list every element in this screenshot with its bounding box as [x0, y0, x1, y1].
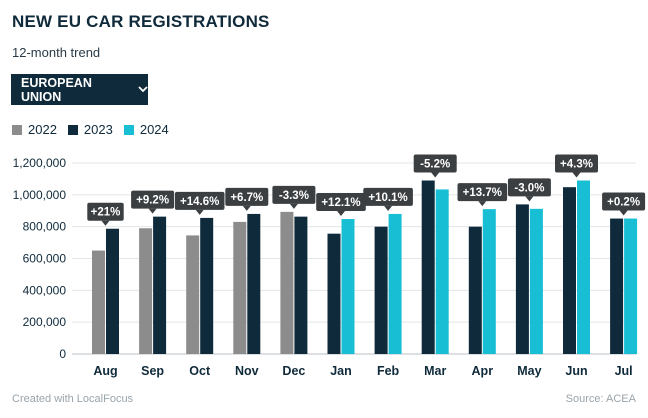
- change-label: +10.1%: [368, 192, 407, 204]
- x-tick-label: Oct: [189, 364, 211, 378]
- y-tick-label: 800,000: [23, 220, 67, 234]
- source-text: Source: ACEA: [565, 393, 636, 405]
- legend: 2022 2023 2024: [12, 122, 180, 137]
- change-label-pointer: [384, 205, 393, 211]
- legend-label-2023: 2023: [83, 122, 113, 137]
- x-tick-label: Apr: [472, 364, 494, 378]
- change-label: +4.3%: [560, 159, 593, 171]
- y-tick-label: 1,000,000: [13, 188, 67, 202]
- bar[interactable]: [435, 189, 449, 354]
- region-selector-label: EUROPEAN UNION: [21, 75, 92, 104]
- region-selector[interactable]: EUROPEAN UNION: [11, 74, 148, 105]
- change-label-pointer: [431, 172, 440, 178]
- x-tick-label: Sep: [141, 364, 164, 378]
- bar[interactable]: [233, 221, 247, 354]
- change-label-pointer: [337, 211, 345, 217]
- y-tick-label: 600,000: [23, 252, 67, 266]
- y-tick-label: 200,000: [23, 315, 67, 329]
- bar[interactable]: [153, 216, 167, 354]
- change-label: +12.1%: [321, 197, 360, 209]
- change-label-bg: [225, 187, 269, 206]
- x-tick-label: Feb: [377, 364, 400, 378]
- legend-swatch-2023: [67, 124, 78, 135]
- legend-swatch-2022: [12, 124, 22, 135]
- bar[interactable]: [529, 208, 543, 354]
- change-label-pointer: [572, 172, 581, 178]
- x-tick-label: May: [517, 364, 541, 378]
- change-label: -5.2%: [420, 159, 450, 171]
- bar[interactable]: [468, 226, 482, 354]
- change-label: -3.0%: [514, 182, 544, 194]
- change-label-pointer: [289, 203, 298, 209]
- legend-swatch-2024: [123, 124, 134, 135]
- bar[interactable]: [563, 187, 576, 354]
- change-label-bg: [87, 202, 124, 221]
- chart-subtitle: 12-month trend: [12, 45, 101, 60]
- y-tick-label: 1,200,000: [13, 156, 67, 170]
- credit-text: Created with LocalFocus: [12, 393, 134, 405]
- bar[interactable]: [139, 228, 153, 354]
- x-tick-label: Jun: [565, 364, 587, 378]
- legend-label-2022: 2022: [28, 122, 57, 137]
- change-label: +14.6%: [180, 196, 219, 208]
- change-label-bg: [272, 185, 316, 204]
- change-label-bg: [507, 178, 551, 197]
- bar[interactable]: [482, 209, 496, 354]
- change-label-bg: [602, 192, 646, 211]
- bar[interactable]: [341, 219, 355, 354]
- legend-item-2023[interactable]: 2023: [67, 122, 113, 137]
- change-label-bg: [316, 193, 366, 212]
- legend-item-2022[interactable]: 2022: [12, 122, 57, 137]
- bar[interactable]: [624, 218, 638, 354]
- change-label: +21%: [91, 207, 121, 219]
- change-label-pointer: [478, 201, 487, 207]
- change-label-bg: [457, 183, 508, 202]
- bar[interactable]: [610, 218, 624, 354]
- x-tick-label: Aug: [93, 364, 117, 378]
- bar[interactable]: [200, 217, 214, 354]
- change-label: +9.2%: [136, 195, 169, 207]
- change-label-bg: [363, 187, 413, 206]
- bar[interactable]: [388, 213, 402, 354]
- bar[interactable]: [577, 180, 590, 354]
- x-tick-label: Nov: [235, 364, 259, 378]
- change-label-bg: [413, 154, 457, 173]
- y-tick-label: 0: [59, 347, 66, 361]
- bar[interactable]: [374, 226, 388, 354]
- x-tick-label: Jan: [330, 364, 352, 378]
- change-label-bg: [131, 190, 175, 209]
- change-label: +6.7%: [230, 192, 263, 204]
- change-label-pointer: [525, 196, 534, 202]
- change-label-pointer: [195, 209, 204, 215]
- bar[interactable]: [106, 228, 119, 354]
- change-label-pointer: [148, 208, 157, 214]
- bar[interactable]: [515, 204, 529, 354]
- change-label-bg: [174, 191, 225, 210]
- x-tick-label: Jul: [615, 364, 633, 378]
- x-tick-label: Mar: [424, 364, 446, 378]
- change-label: +0.2%: [607, 197, 640, 209]
- bar[interactable]: [280, 211, 294, 354]
- change-label-bg: [555, 154, 598, 173]
- bar[interactable]: [186, 235, 200, 354]
- legend-label-2024: 2024: [139, 122, 169, 137]
- x-tick-label: Dec: [282, 364, 305, 378]
- y-tick-label: 400,000: [23, 283, 67, 297]
- change-label: +13.7%: [463, 187, 502, 199]
- bar[interactable]: [327, 233, 341, 354]
- legend-item-2024[interactable]: 2024: [123, 122, 169, 137]
- change-label-pointer: [101, 220, 110, 226]
- change-label: -3.3%: [279, 190, 309, 202]
- bar[interactable]: [421, 180, 435, 354]
- change-label-pointer: [242, 205, 251, 211]
- bar[interactable]: [294, 216, 308, 354]
- chart-title: NEW EU CAR REGISTRATIONS: [12, 12, 270, 31]
- bar[interactable]: [247, 213, 261, 354]
- chevron-down-icon: [138, 86, 148, 93]
- bar[interactable]: [92, 250, 105, 354]
- change-label-pointer: [619, 210, 628, 216]
- bar-chart: 0 200,000 400,000 600,000 800,000 1,000,000 1,…: [13, 154, 646, 378]
